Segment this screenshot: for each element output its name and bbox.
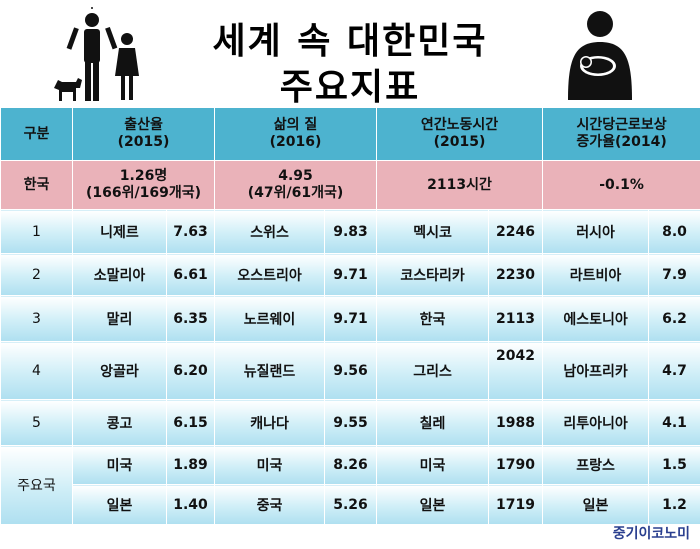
country-cell: 러시아 <box>542 209 650 254</box>
country-cell: 콩고 <box>72 399 167 446</box>
country-cell: 코스타리카 <box>376 253 490 296</box>
mother-baby-icon <box>568 11 632 100</box>
country-cell: 라트비아 <box>542 253 650 296</box>
table-row: 주요국 미국 1.89 미국 8.26 미국 1790 프랑스 1.5 <box>0 445 700 525</box>
value-cell: 9.71 <box>324 253 378 296</box>
value-cell: 1719 <box>488 484 544 525</box>
country-cell: 캐나다 <box>214 399 326 446</box>
value-cell: 9.55 <box>324 399 378 446</box>
value-cell: 1.89 <box>165 445 216 485</box>
country-cell: 칠레 <box>376 399 490 446</box>
value-cell: 9.71 <box>324 295 378 342</box>
country-cell: 남아프리카 <box>542 341 650 400</box>
country-cell: 리투아니아 <box>542 399 650 446</box>
table-row: 1 니제르 7.63 스위스 9.83 멕시코 2246 러시아 8.0 <box>0 209 700 254</box>
country-cell: 앙골라 <box>72 341 167 400</box>
table-row: 4 앙골라 6.20 뉴질랜드 9.56 그리스 2042 남아프리카 4.7 <box>0 341 700 400</box>
value-cell: 6.61 <box>165 253 216 296</box>
value-cell: 6.20 <box>165 341 216 400</box>
value-cell: 4.1 <box>648 399 700 446</box>
table-row: 일본 1.40 중국 5.26 일본 1719 일본 1.2 <box>1 484 700 525</box>
value-cell: 2113 <box>488 295 544 342</box>
rank-cell: 2 <box>0 253 73 296</box>
korea-wage-growth: -0.1% <box>542 160 700 210</box>
korea-quality-of-life: 4.95 (47위/61개국) <box>214 160 378 210</box>
value-cell: 9.83 <box>324 209 378 254</box>
value-cell: 1.2 <box>648 484 700 525</box>
country-cell: 일본 <box>376 484 490 525</box>
country-cell: 뉴질랜드 <box>214 341 326 400</box>
rank-cell: 4 <box>0 341 73 400</box>
rank-cell: 3 <box>0 295 73 342</box>
country-cell: 중국 <box>214 484 326 525</box>
header-wage-growth: 시간당근로보상 증가율(2014) <box>542 107 700 161</box>
value-cell: 1.5 <box>648 445 700 485</box>
country-cell: 니제르 <box>72 209 167 254</box>
value-cell: 9.56 <box>324 341 378 400</box>
header-birth-rate: 출산율 (2015) <box>71 107 216 161</box>
value-cell: 1988 <box>488 399 544 446</box>
country-cell: 미국 <box>72 445 167 485</box>
country-cell: 일본 <box>72 484 167 525</box>
country-cell: 프랑스 <box>542 445 650 485</box>
value-cell: 2246 <box>488 209 544 254</box>
value-cell: 8.0 <box>648 209 700 254</box>
country-cell: 소말리아 <box>72 253 167 296</box>
title-line2: 주요지표 <box>279 67 421 108</box>
table-row: 3 말리 6.35 노르웨이 9.71 한국 2113 에스토니아 6.2 <box>0 295 700 342</box>
value-cell: 6.2 <box>648 295 700 342</box>
country-cell: 멕시코 <box>376 209 490 254</box>
value-cell: 6.15 <box>165 399 216 446</box>
country-cell: 한국 <box>376 295 490 342</box>
value-cell: 2230 <box>488 253 544 296</box>
rank-cell: 1 <box>0 209 73 254</box>
value-cell: 8.26 <box>324 445 378 485</box>
country-cell: 미국 <box>214 445 326 485</box>
value-cell: 2042 <box>488 341 544 400</box>
korea-birth-rate: 1.26명 (166위/169개국) <box>71 160 216 210</box>
family-icon <box>54 7 139 101</box>
korea-row: 한국 1.26명 (166위/169개국) 4.95 (47위/61개국) 21… <box>0 160 700 210</box>
country-cell: 미국 <box>376 445 490 485</box>
header-quality-of-life: 삶의 질 (2016) <box>214 107 378 161</box>
header-category: 구분 <box>0 107 73 161</box>
country-cell: 에스토니아 <box>542 295 650 342</box>
value-cell: 5.26 <box>324 484 378 525</box>
major-label: 주요국 <box>0 445 73 525</box>
table-row: 5 콩고 6.15 캐나다 9.55 칠레 1988 리투아니아 4.1 <box>0 399 700 446</box>
indicator-table: 구분 출산율 (2015) 삶의 질 (2016) 연간노동시간 (2015) … <box>0 107 700 525</box>
header-row: 구분 출산율 (2015) 삶의 질 (2016) 연간노동시간 (2015) … <box>0 107 700 161</box>
value-cell: 4.7 <box>648 341 700 400</box>
value-cell: 7.9 <box>648 253 700 296</box>
country-cell: 그리스 <box>376 341 490 400</box>
brand-logo-text: 중기이코노미 <box>612 526 690 542</box>
value-cell: 1790 <box>488 445 544 485</box>
country-cell: 말리 <box>72 295 167 342</box>
korea-label: 한국 <box>0 160 73 210</box>
table-row: 2 소말리아 6.61 오스트리아 9.71 코스타리카 2230 라트비아 7… <box>0 253 700 296</box>
value-cell: 1.40 <box>165 484 216 525</box>
country-cell: 일본 <box>542 484 650 525</box>
value-cell: 6.35 <box>165 295 216 342</box>
title-line1: 세계 속 대한민국 <box>212 21 488 62</box>
value-cell: 7.63 <box>165 209 216 254</box>
rank-cell: 5 <box>0 399 73 446</box>
country-cell: 스위스 <box>214 209 326 254</box>
country-cell: 오스트리아 <box>214 253 326 296</box>
korea-working-hours: 2113시간 <box>376 160 544 210</box>
header-working-hours: 연간노동시간 (2015) <box>376 107 544 161</box>
country-cell: 노르웨이 <box>214 295 326 342</box>
